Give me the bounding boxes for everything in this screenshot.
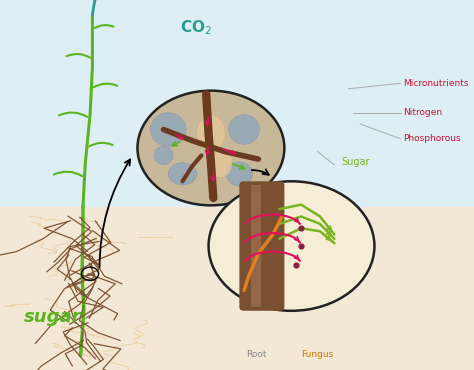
Ellipse shape [228, 115, 259, 144]
Circle shape [137, 91, 284, 205]
Ellipse shape [209, 148, 232, 178]
Ellipse shape [154, 146, 173, 165]
Bar [0, 207, 474, 370]
FancyBboxPatch shape [251, 185, 261, 307]
Text: Fungus: Fungus [301, 350, 334, 359]
Ellipse shape [197, 115, 225, 152]
Text: Root: Root [246, 350, 266, 359]
FancyBboxPatch shape [239, 181, 284, 311]
Circle shape [209, 181, 374, 311]
Ellipse shape [168, 163, 197, 185]
Ellipse shape [227, 162, 252, 186]
Text: sugar: sugar [24, 308, 81, 326]
Bar [0, 0, 474, 207]
Text: CO$_2$: CO$_2$ [180, 18, 212, 37]
Text: Nitrogen: Nitrogen [403, 108, 442, 117]
Text: Sugar: Sugar [341, 157, 370, 166]
Text: Phosphorous: Phosphorous [403, 134, 461, 143]
Text: Micronutrients: Micronutrients [403, 79, 468, 88]
Ellipse shape [150, 113, 186, 146]
